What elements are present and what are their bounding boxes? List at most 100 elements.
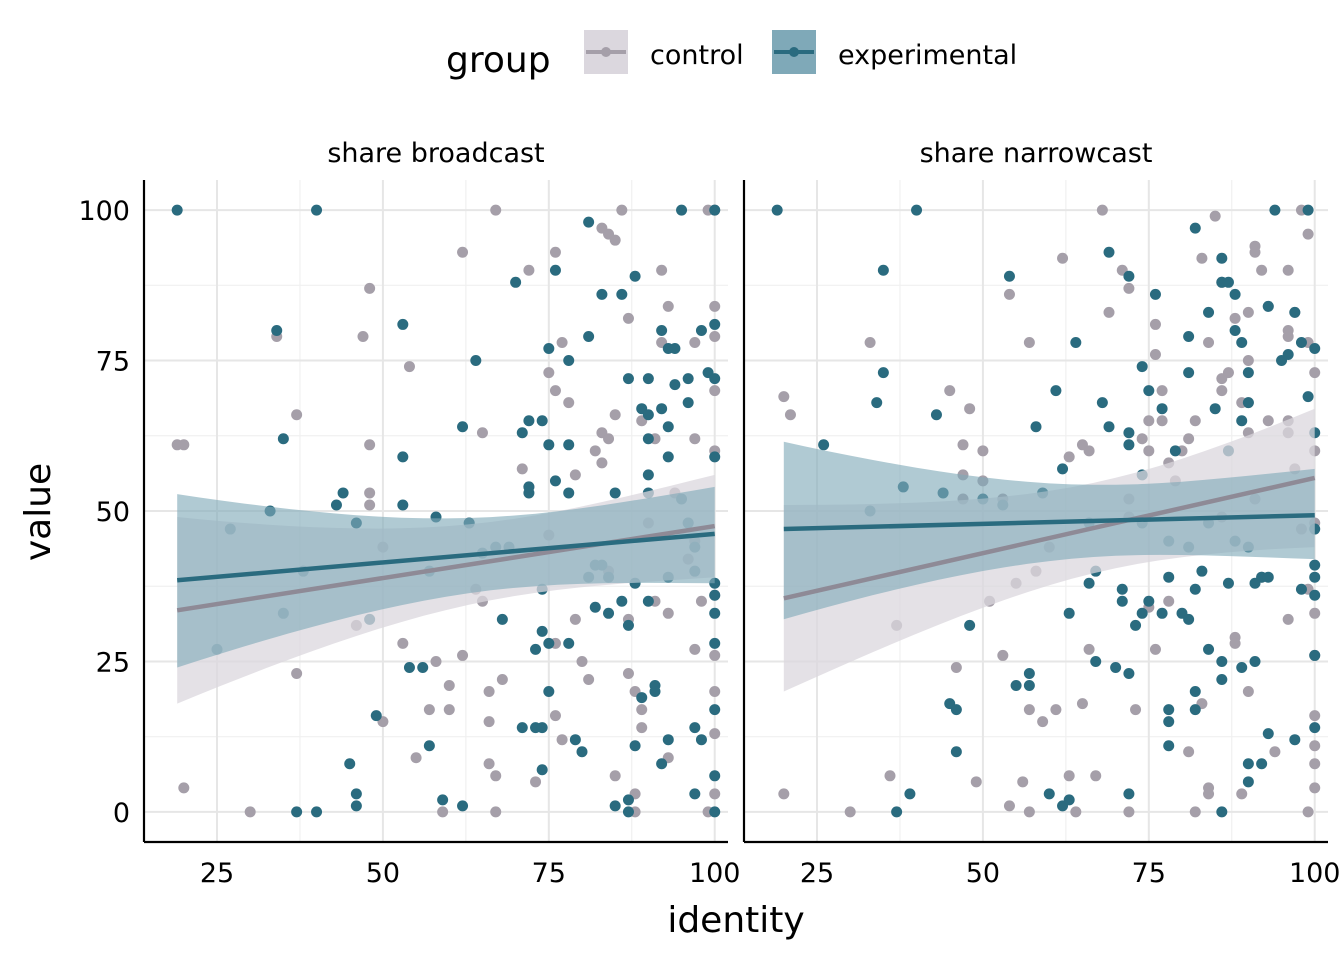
- point-experimental: [1242, 776, 1254, 788]
- point-experimental: [1302, 204, 1314, 216]
- point-control: [1222, 367, 1234, 379]
- point-experimental: [583, 216, 595, 228]
- point-experimental: [656, 324, 668, 336]
- point-control: [410, 752, 422, 764]
- point-control: [709, 788, 721, 800]
- x-tick-label: 50: [966, 858, 1000, 889]
- point-experimental: [543, 439, 555, 451]
- point-experimental: [1063, 794, 1075, 806]
- point-experimental: [1163, 716, 1175, 728]
- point-control: [1249, 246, 1261, 258]
- y-tick-label: 75: [96, 347, 130, 378]
- point-control: [178, 782, 190, 794]
- point-experimental: [1216, 655, 1228, 667]
- point-control: [609, 409, 621, 421]
- point-experimental: [1295, 583, 1307, 595]
- point-experimental: [523, 415, 535, 427]
- point-experimental: [370, 710, 382, 722]
- point-experimental: [656, 403, 668, 415]
- y-tick-label: 50: [96, 497, 130, 528]
- point-experimental: [1183, 330, 1195, 342]
- point-experimental: [616, 595, 628, 607]
- point-experimental: [622, 806, 634, 818]
- point-experimental: [1103, 246, 1115, 258]
- legend: group control experimental: [446, 30, 1017, 81]
- point-experimental: [1229, 288, 1241, 300]
- point-experimental: [350, 800, 362, 812]
- point-experimental: [1289, 306, 1301, 318]
- point-control: [556, 734, 568, 746]
- point-control: [569, 469, 581, 481]
- point-control: [1203, 788, 1215, 800]
- point-control: [1183, 746, 1195, 758]
- point-experimental: [337, 487, 349, 499]
- point-control: [543, 367, 555, 379]
- panel-label-share-narrowcast: share narrowcast: [920, 138, 1153, 169]
- point-experimental: [549, 264, 561, 276]
- point-experimental: [818, 439, 830, 451]
- point-control: [364, 282, 376, 294]
- point-experimental: [277, 433, 289, 445]
- point-experimental: [1123, 427, 1135, 439]
- point-experimental: [1189, 222, 1201, 234]
- point-experimental: [457, 800, 469, 812]
- point-control: [1143, 445, 1155, 457]
- point-experimental: [1096, 397, 1108, 409]
- point-experimental: [1123, 439, 1135, 451]
- confidence-band-experimental: [783, 441, 1315, 620]
- point-control: [178, 439, 190, 451]
- legend-title: group: [446, 40, 551, 81]
- point-experimental: [1163, 571, 1175, 583]
- point-experimental: [1057, 463, 1069, 475]
- point-experimental: [642, 469, 654, 481]
- point-experimental: [1030, 421, 1042, 433]
- point-control: [443, 704, 455, 716]
- point-experimental: [649, 686, 661, 698]
- point-control: [457, 649, 469, 661]
- point-experimental: [536, 722, 548, 734]
- point-experimental: [622, 619, 634, 631]
- point-control: [291, 667, 303, 679]
- point-control: [1203, 336, 1215, 348]
- point-control: [1229, 637, 1241, 649]
- point-experimental: [676, 204, 688, 216]
- point-control: [1017, 776, 1029, 788]
- point-experimental: [543, 686, 555, 698]
- point-control: [457, 246, 469, 258]
- point-experimental: [536, 764, 548, 776]
- legend-label-control: control: [650, 40, 744, 71]
- point-experimental: [397, 318, 409, 330]
- point-control: [778, 788, 790, 800]
- point-control: [556, 336, 568, 348]
- point-experimental: [1043, 788, 1055, 800]
- point-experimental: [516, 427, 528, 439]
- point-control: [662, 300, 674, 312]
- point-experimental: [1309, 722, 1321, 734]
- point-experimental: [877, 367, 889, 379]
- point-experimental: [596, 288, 608, 300]
- point-control: [1242, 355, 1254, 367]
- point-experimental: [1216, 674, 1228, 686]
- point-experimental: [1309, 649, 1321, 661]
- panel-label-share-broadcast: share broadcast: [327, 138, 544, 169]
- point-experimental: [1023, 667, 1035, 679]
- point-experimental: [350, 788, 362, 800]
- point-control: [1189, 415, 1201, 427]
- point-experimental: [1222, 577, 1234, 589]
- point-control: [1063, 451, 1075, 463]
- point-control: [496, 674, 508, 686]
- point-control: [944, 385, 956, 397]
- point-control: [1229, 312, 1241, 324]
- y-tick-label: 25: [96, 647, 130, 678]
- fit-line-control: [783, 475, 1316, 601]
- y-tick-label: 100: [78, 196, 130, 227]
- x-tick-label: 100: [1289, 858, 1341, 889]
- point-experimental: [1242, 367, 1254, 379]
- point-experimental: [1110, 661, 1122, 673]
- point-control: [1149, 349, 1161, 361]
- point-control: [483, 686, 495, 698]
- point-control: [1309, 782, 1321, 794]
- point-experimental: [291, 806, 303, 818]
- point-control: [364, 499, 376, 511]
